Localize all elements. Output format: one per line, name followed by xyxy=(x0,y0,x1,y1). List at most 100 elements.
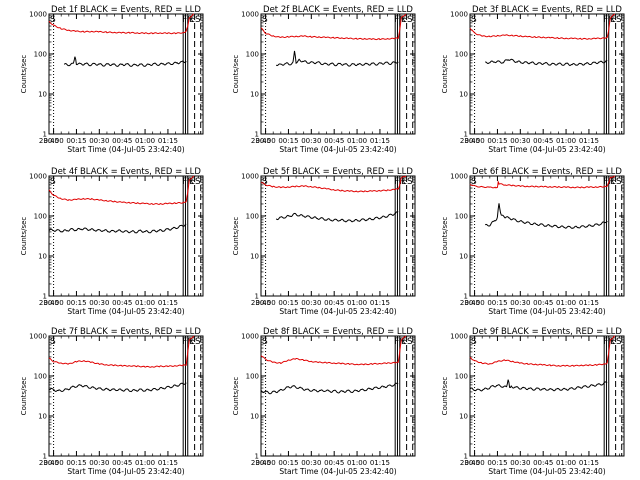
y-tick-label: 1000 xyxy=(450,11,468,19)
marker-label-fr: FR xyxy=(394,15,405,25)
y-tick-label: 1000 xyxy=(241,11,259,19)
x-tick-label: 00:00 xyxy=(43,137,63,145)
x-tick-label: 01:15 xyxy=(158,459,178,467)
y-axis-label: Counts/sec xyxy=(20,377,28,416)
marker-label-es: ES xyxy=(189,177,201,187)
panel-title: Det 9f BLACK = Events, RED = LLD xyxy=(472,327,622,337)
x-tick-label: 00:30 xyxy=(510,299,530,307)
y-tick-label: 1000 xyxy=(241,173,259,181)
y-tick-label: 100 xyxy=(34,51,47,59)
y-tick-label: 1 xyxy=(43,131,47,139)
series-lld-line xyxy=(469,13,616,40)
x-tick-label: 23:45 xyxy=(39,299,59,307)
y-tick-label: 10 xyxy=(250,413,259,421)
x-tick-label: 23:45 xyxy=(251,459,271,467)
series-lld-line xyxy=(469,335,616,367)
marker-label-fr: FR xyxy=(182,337,193,347)
x-tick-label: 00:00 xyxy=(255,459,275,467)
marker-label-es: ES xyxy=(610,177,622,187)
x-tick-label: 23:45 xyxy=(460,137,480,145)
series-lld-line xyxy=(469,175,616,189)
series-lld-line xyxy=(48,335,195,368)
marker-label-s: S xyxy=(50,15,56,25)
y-axis-label: Counts/sec xyxy=(232,217,240,256)
x-tick-label: 00:00 xyxy=(464,137,484,145)
x-tick-label: 01:00 xyxy=(135,459,155,467)
panel-title: Det 8f BLACK = Events, RED = LLD xyxy=(263,327,413,337)
x-tick-label: 01:15 xyxy=(370,299,390,307)
y-tick-label: 1 xyxy=(464,131,468,139)
y-tick-label: 1 xyxy=(464,293,468,301)
x-tick-label: 00:30 xyxy=(89,137,109,145)
x-tick-label: 00:15 xyxy=(66,299,86,307)
x-tick-label: 01:00 xyxy=(347,299,367,307)
marker-label-fr: FR xyxy=(603,15,614,25)
x-tick-label: 00:30 xyxy=(89,299,109,307)
y-tick-label: 10 xyxy=(38,413,47,421)
x-tick-label: 00:45 xyxy=(533,137,553,145)
panel-title: Det 3f BLACK = Events, RED = LLD xyxy=(472,5,622,15)
plot-frame xyxy=(260,13,416,135)
x-tick-label: 00:00 xyxy=(43,299,63,307)
plot-frame xyxy=(48,335,204,457)
marker-label-s: S xyxy=(471,15,477,25)
panel-title: Det 5f BLACK = Events, RED = LLD xyxy=(263,167,413,177)
series-events-line xyxy=(469,379,608,392)
marker-label-s: S xyxy=(50,337,56,347)
y-tick-label: 100 xyxy=(246,373,259,381)
marker-label-s: S xyxy=(262,15,268,25)
plot-frame xyxy=(469,13,625,135)
x-tick-label: 01:00 xyxy=(556,137,576,145)
marker-label-s: S xyxy=(50,177,56,187)
marker-label-s: S xyxy=(471,337,477,347)
x-tick-label: 00:45 xyxy=(533,299,553,307)
detector-panel-2: Det 2f BLACK = Events, RED = LLD 1 10 100 10… xyxy=(232,5,416,154)
marker-label-s: S xyxy=(262,177,268,187)
x-tick-label: 00:15 xyxy=(278,299,298,307)
marker-label-fr: FR xyxy=(182,15,193,25)
x-tick-label: 00:00 xyxy=(255,299,275,307)
x-tick-label: 23:45 xyxy=(460,459,480,467)
x-tick-label: 23:45 xyxy=(39,137,59,145)
y-tick-label: 1000 xyxy=(450,333,468,341)
y-tick-label: 10 xyxy=(459,253,468,261)
x-axis-label: Start Time (04-Jul-05 23:42:40) xyxy=(67,467,184,476)
y-tick-label: 1 xyxy=(464,453,468,461)
marker-label-s: S xyxy=(471,177,477,187)
x-tick-label: 00:30 xyxy=(301,459,321,467)
x-tick-label: 01:15 xyxy=(579,299,599,307)
y-axis-label: Counts/sec xyxy=(441,217,449,256)
panel-title: Det 7f BLACK = Events, RED = LLD xyxy=(51,327,201,337)
x-tick-label: 01:00 xyxy=(556,299,576,307)
detector-panel-3: Det 3f BLACK = Events, RED = LLD 1 10 100 10… xyxy=(441,5,625,154)
plot-frame xyxy=(260,175,416,297)
y-tick-label: 1 xyxy=(43,293,47,301)
series-events-line xyxy=(48,382,187,393)
y-tick-label: 10 xyxy=(459,413,468,421)
marker-label-es: ES xyxy=(189,337,201,347)
x-tick-label: 23:45 xyxy=(460,299,480,307)
x-tick-label: 00:45 xyxy=(112,137,132,145)
detector-panel-7: Det 7f BLACK = Events, RED = LLD 1 10 100 10… xyxy=(20,327,204,476)
series-lld-line xyxy=(260,175,407,193)
x-tick-label: 00:00 xyxy=(43,459,63,467)
y-tick-label: 1000 xyxy=(241,333,259,341)
plot-frame xyxy=(48,13,204,135)
marker-label-fr: FR xyxy=(394,337,405,347)
x-tick-label: 01:15 xyxy=(579,459,599,467)
y-tick-label: 10 xyxy=(38,91,47,99)
series-events-line xyxy=(484,203,608,229)
detector-panel-4: Det 4f BLACK = Events, RED = LLD 1 10 100 10… xyxy=(20,167,204,316)
y-tick-label: 1 xyxy=(255,453,259,461)
x-axis-label: Start Time (04-Jul-05 23:42:40) xyxy=(279,467,396,476)
marker-label-fr: FR xyxy=(182,177,193,187)
detector-panel-5: Det 5f BLACK = Events, RED = LLD 1 10 100 10… xyxy=(232,167,416,316)
marker-label-es: ES xyxy=(610,337,622,347)
detector-panel-6: Det 6f BLACK = Events, RED = LLD 1 10 100 10… xyxy=(441,167,625,316)
panel-grid: Det 1f BLACK = Events, RED = LLD11010010… xyxy=(20,5,625,476)
x-tick-label: 23:45 xyxy=(251,299,271,307)
y-axis-label: Counts/sec xyxy=(20,55,28,94)
y-tick-label: 1000 xyxy=(450,173,468,181)
x-tick-label: 00:45 xyxy=(324,137,344,145)
